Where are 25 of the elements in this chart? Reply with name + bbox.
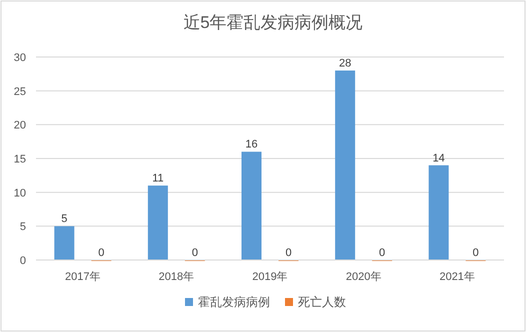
data-label: 16: [245, 138, 258, 151]
data-label: 0: [285, 247, 292, 259]
legend-label: 霍乱发病病例: [198, 295, 270, 309]
data-label: 14: [432, 152, 445, 164]
data-label: 0: [379, 247, 386, 259]
y-tick-label: 15: [14, 154, 26, 166]
x-tick-label: 2021年: [439, 271, 475, 283]
x-tick-label: 2019年: [252, 271, 288, 283]
data-label: 0: [192, 247, 198, 259]
x-tick-label: 2018年: [158, 271, 194, 283]
y-tick-label: 20: [14, 120, 26, 132]
x-tick-label: 2017年: [65, 271, 101, 283]
y-tick-label: 0: [20, 255, 26, 267]
data-label: 11: [152, 172, 164, 185]
data-label: 28: [338, 58, 352, 70]
x-tick-label: 2020年: [346, 271, 382, 283]
data-label: 5: [61, 213, 68, 226]
legend-label: 死亡人数: [298, 295, 346, 309]
data-label: 0: [472, 247, 479, 259]
title: 近5年霍乱发病病例概况: [183, 13, 363, 32]
y-tick-label: 10: [14, 187, 26, 200]
y-tick-label: 30: [14, 52, 26, 64]
y-tick-label: 25: [14, 86, 26, 98]
data-label: 0: [98, 247, 104, 259]
y-tick-label: 5: [20, 221, 26, 234]
